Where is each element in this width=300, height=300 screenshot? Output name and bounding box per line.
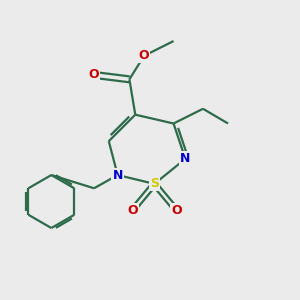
Text: O: O [127, 204, 138, 217]
Text: O: O [89, 68, 99, 81]
Text: O: O [139, 49, 149, 62]
Text: N: N [180, 152, 190, 165]
Text: N: N [112, 169, 123, 182]
Text: S: S [150, 177, 159, 190]
Text: O: O [171, 204, 182, 217]
